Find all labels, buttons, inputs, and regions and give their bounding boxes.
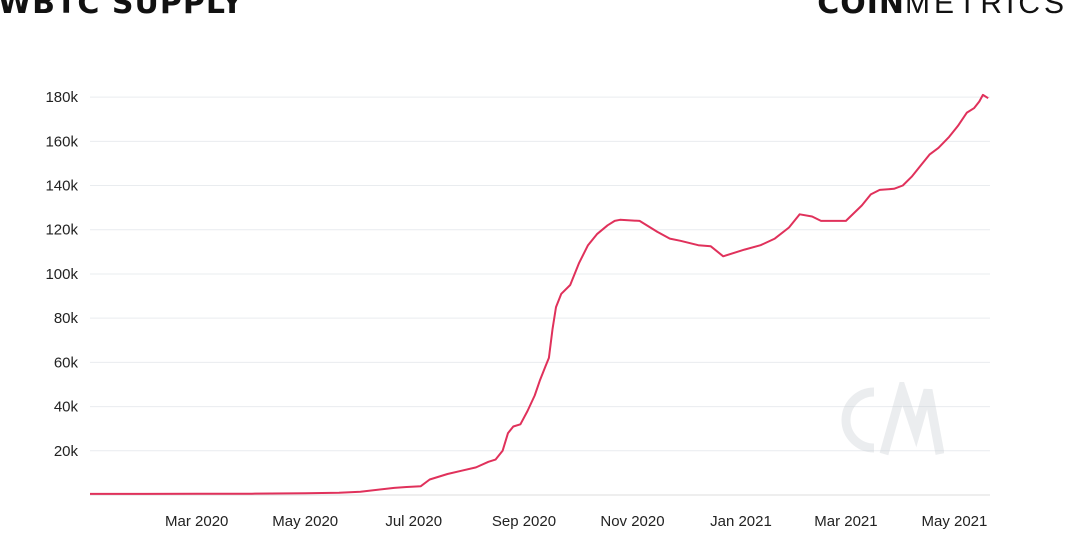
watermark-c-shape	[841, 387, 875, 453]
logo-bold-text: COIN	[817, 0, 905, 21]
y-tick-label: 140k	[45, 178, 78, 195]
x-tick-label: Mar 2021	[814, 513, 877, 530]
y-tick-label: 20k	[54, 443, 79, 460]
watermark-m-shape	[879, 382, 944, 456]
y-tick-label: 180k	[45, 89, 78, 106]
x-tick-label: Jan 2021	[710, 513, 772, 530]
y-axis-tick-labels: 20k 40k 60k 80k 100k 120k 140k 160k 180k	[45, 89, 78, 460]
chart-title: WBTC SUPPLY	[0, 0, 244, 21]
x-tick-label: May 2020	[272, 513, 338, 530]
cm-watermark-icon	[841, 382, 944, 456]
y-tick-label: 40k	[54, 399, 79, 416]
y-tick-label: 120k	[45, 222, 78, 239]
y-tick-label: 60k	[54, 354, 79, 371]
y-tick-label: 80k	[54, 310, 79, 327]
y-tick-label: 100k	[45, 266, 78, 283]
x-tick-label: Mar 2020	[165, 513, 228, 530]
x-tick-label: Jul 2020	[385, 513, 442, 530]
series-line	[90, 93, 989, 495]
x-tick-label: Sep 2020	[492, 513, 556, 530]
x-tick-label: May 2021	[921, 513, 987, 530]
x-tick-label: Nov 2020	[600, 513, 664, 530]
x-axis-tick-labels: Mar 2020 May 2020 Jul 2020 Sep 2020 Nov 2020…	[165, 513, 987, 530]
y-tick-label: 160k	[45, 133, 78, 150]
logo-light-text: METRICS	[905, 0, 1068, 20]
grid-lines	[90, 96, 990, 452]
coinmetrics-logo: COINMETRICS	[817, 0, 1068, 21]
